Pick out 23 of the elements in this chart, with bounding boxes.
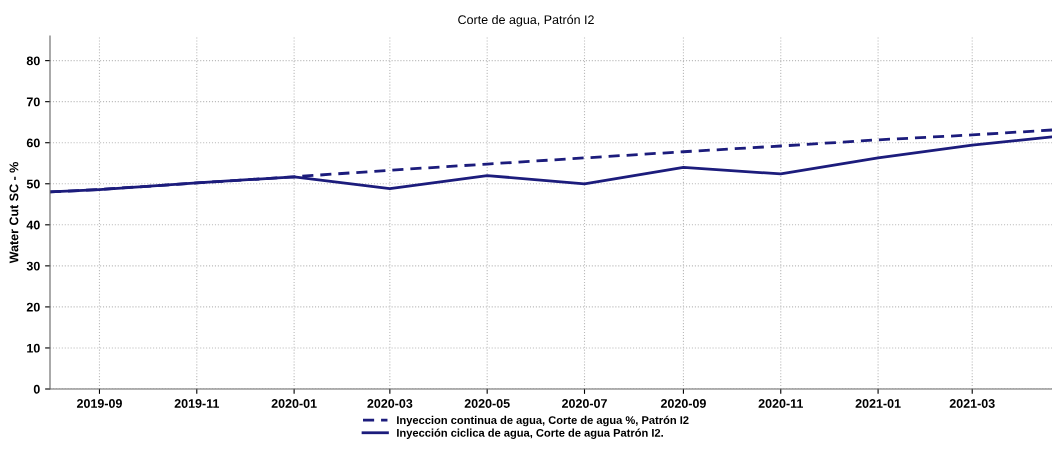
x-tick-label: 2019-09: [76, 399, 122, 408]
y-tick-label: 20: [26, 302, 40, 312]
y-tick-label: 40: [26, 220, 40, 230]
x-tick-label: 2021-01: [855, 399, 901, 408]
x-tick-label: 2020-07: [562, 399, 607, 408]
y-tick-label: 50: [26, 179, 40, 189]
y-tick-label: 10: [27, 343, 40, 353]
y-tick-label: 30: [26, 261, 40, 271]
legend-label: Inyeccion continua de agua, Corte de agua %, Patrón I2: [397, 415, 689, 427]
y-tick-label: 0: [33, 384, 40, 394]
y-tick-label: 60: [26, 138, 40, 148]
chart-title: Corte de agua, Patrón I2: [458, 14, 594, 27]
y-tick-label: 80: [26, 56, 40, 66]
x-tick-label: 2020-11: [758, 399, 804, 408]
x-tick-label: 2020-05: [464, 399, 510, 408]
y-tick-label: 70: [26, 97, 40, 107]
y-axis-title: Water Cut SC - %: [9, 162, 19, 264]
x-tick-label: 2019-11: [174, 399, 220, 408]
x-tick-label: 2020-03: [367, 399, 413, 408]
x-tick-label: 2021-03: [949, 399, 995, 408]
x-tick-label: 2020-09: [660, 399, 706, 408]
x-tick-label: 2020-01: [271, 399, 317, 408]
legend-label: Inyección ciclica de agua, Corte de agua Patrón I2.: [397, 428, 663, 439]
